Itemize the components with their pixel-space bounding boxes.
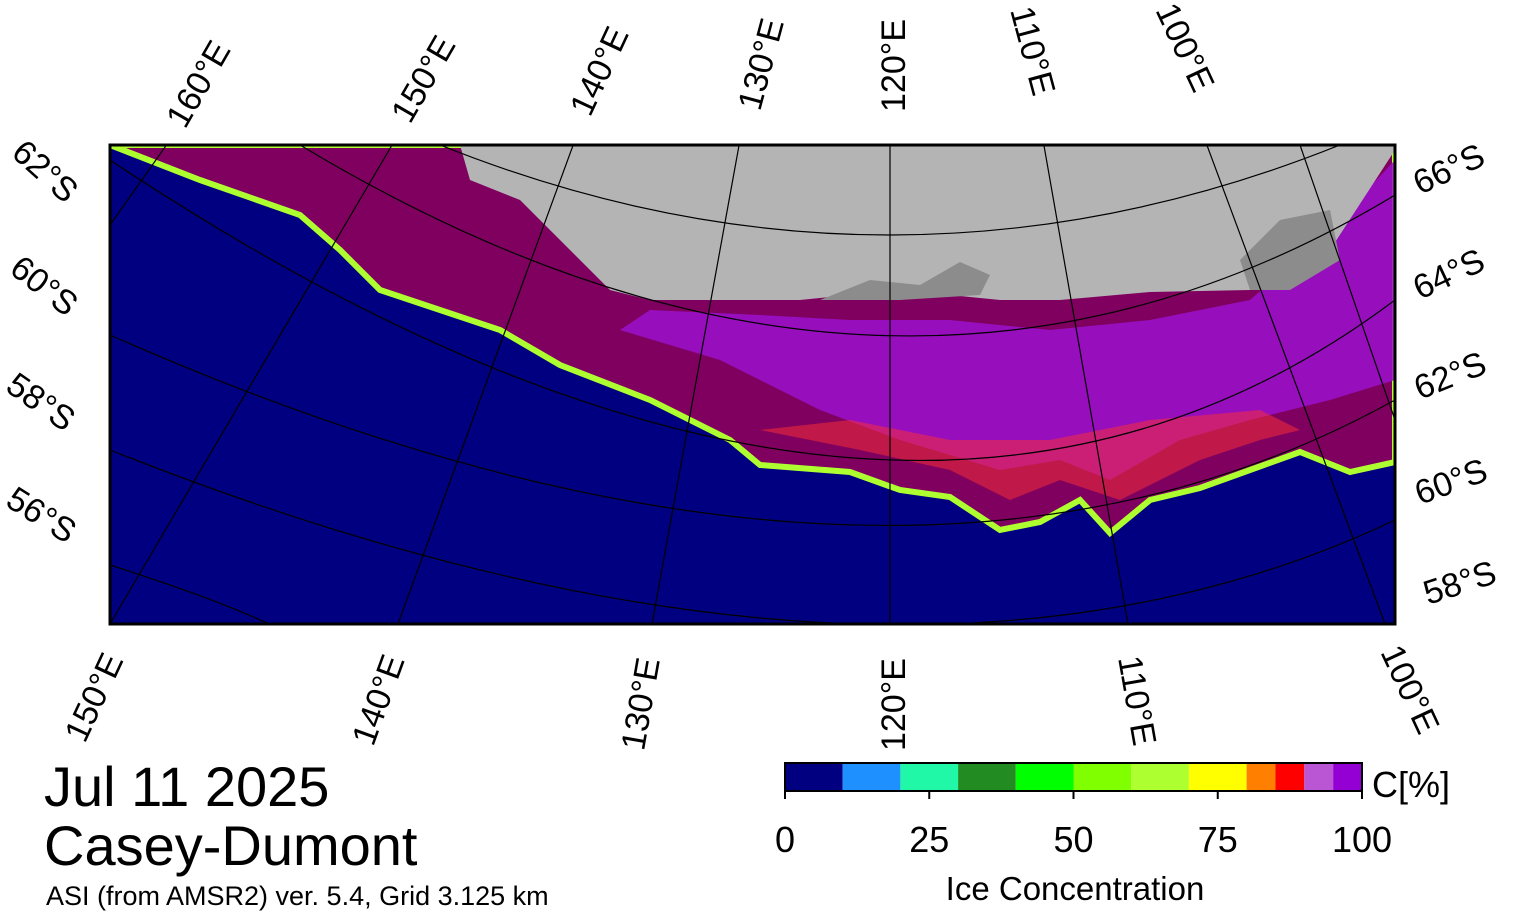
colorbar-segment	[842, 763, 901, 791]
lat-label: 62°S	[1409, 344, 1492, 407]
top-labels: 160°E 150°E 140°E 130°E 120°E 110°E 100°…	[159, 0, 1221, 134]
lat-label: 62°S	[5, 133, 85, 211]
lon-label: 130°E	[731, 14, 792, 114]
lon-label: 100°E	[1373, 639, 1447, 739]
lat-label: 58°S	[0, 365, 82, 439]
colorbar-segment	[1304, 763, 1334, 791]
lat-label: 64°S	[1407, 241, 1490, 307]
ice-edge-warm	[760, 410, 1300, 500]
colorbar-segment	[1015, 763, 1074, 791]
lon-label: 130°E	[614, 655, 668, 753]
colorbar-segment	[1131, 763, 1189, 791]
lat-label: 66°S	[1407, 136, 1490, 202]
tick-label: 50	[1053, 819, 1093, 860]
source: ASI (from AMSR2) ver. 5.4, Grid 3.125 km	[46, 881, 549, 911]
bottom-labels: 150°E 140°E 130°E 120°E 110°E 100°E	[58, 639, 1447, 753]
lat-label: 58°S	[1419, 554, 1501, 613]
lon-label: 100°E	[1148, 0, 1222, 98]
map-frame	[108, 143, 1397, 626]
lon-label: 150°E	[58, 647, 132, 747]
land	[460, 145, 1395, 300]
lat-label: 60°S	[1410, 451, 1493, 512]
lon-label: 110°E	[1110, 653, 1163, 749]
lon-label: 120°E	[875, 658, 913, 751]
colorbar-segment	[785, 763, 843, 791]
colorbar-segment	[958, 763, 1016, 791]
tick-label: 0	[775, 819, 795, 860]
ice-shelf	[1240, 210, 1340, 290]
colorbar-unit: C[%]	[1372, 764, 1450, 805]
graticule	[110, 145, 1395, 624]
map-area	[110, 145, 1395, 624]
colorbar-segment	[1246, 763, 1276, 791]
colorbar: 0 25 50 75 100	[775, 762, 1392, 860]
right-labels: 66°S 64°S 62°S 60°S 58°S	[1407, 136, 1501, 612]
tick-label: 100	[1332, 819, 1392, 860]
colorbar-segment	[1073, 763, 1132, 791]
lon-label: 120°E	[875, 19, 913, 112]
lon-label: 160°E	[159, 34, 238, 134]
tick-label: 25	[909, 819, 949, 860]
lon-label: 140°E	[345, 650, 413, 750]
region: Casey-Dumont	[44, 814, 418, 877]
colorbar-segment	[1188, 763, 1247, 791]
left-labels: 62°S 60°S 58°S 56°S	[0, 133, 85, 551]
lon-label: 150°E	[384, 29, 463, 129]
tick-label: 75	[1198, 819, 1238, 860]
colorbar-segment	[900, 763, 959, 791]
ice-shelf	[820, 262, 990, 300]
colorbar-segment	[1333, 763, 1362, 791]
date: Jul 11 2025	[44, 755, 329, 818]
mixed-ice	[620, 160, 1395, 480]
colorbar-segment	[1275, 763, 1305, 791]
lon-label: 140°E	[563, 21, 637, 121]
lat-label: 60°S	[3, 248, 85, 324]
lon-label: 110°E	[1002, 2, 1062, 99]
colorbar-title: Ice Concentration	[946, 870, 1205, 907]
lat-label: 56°S	[0, 480, 83, 551]
